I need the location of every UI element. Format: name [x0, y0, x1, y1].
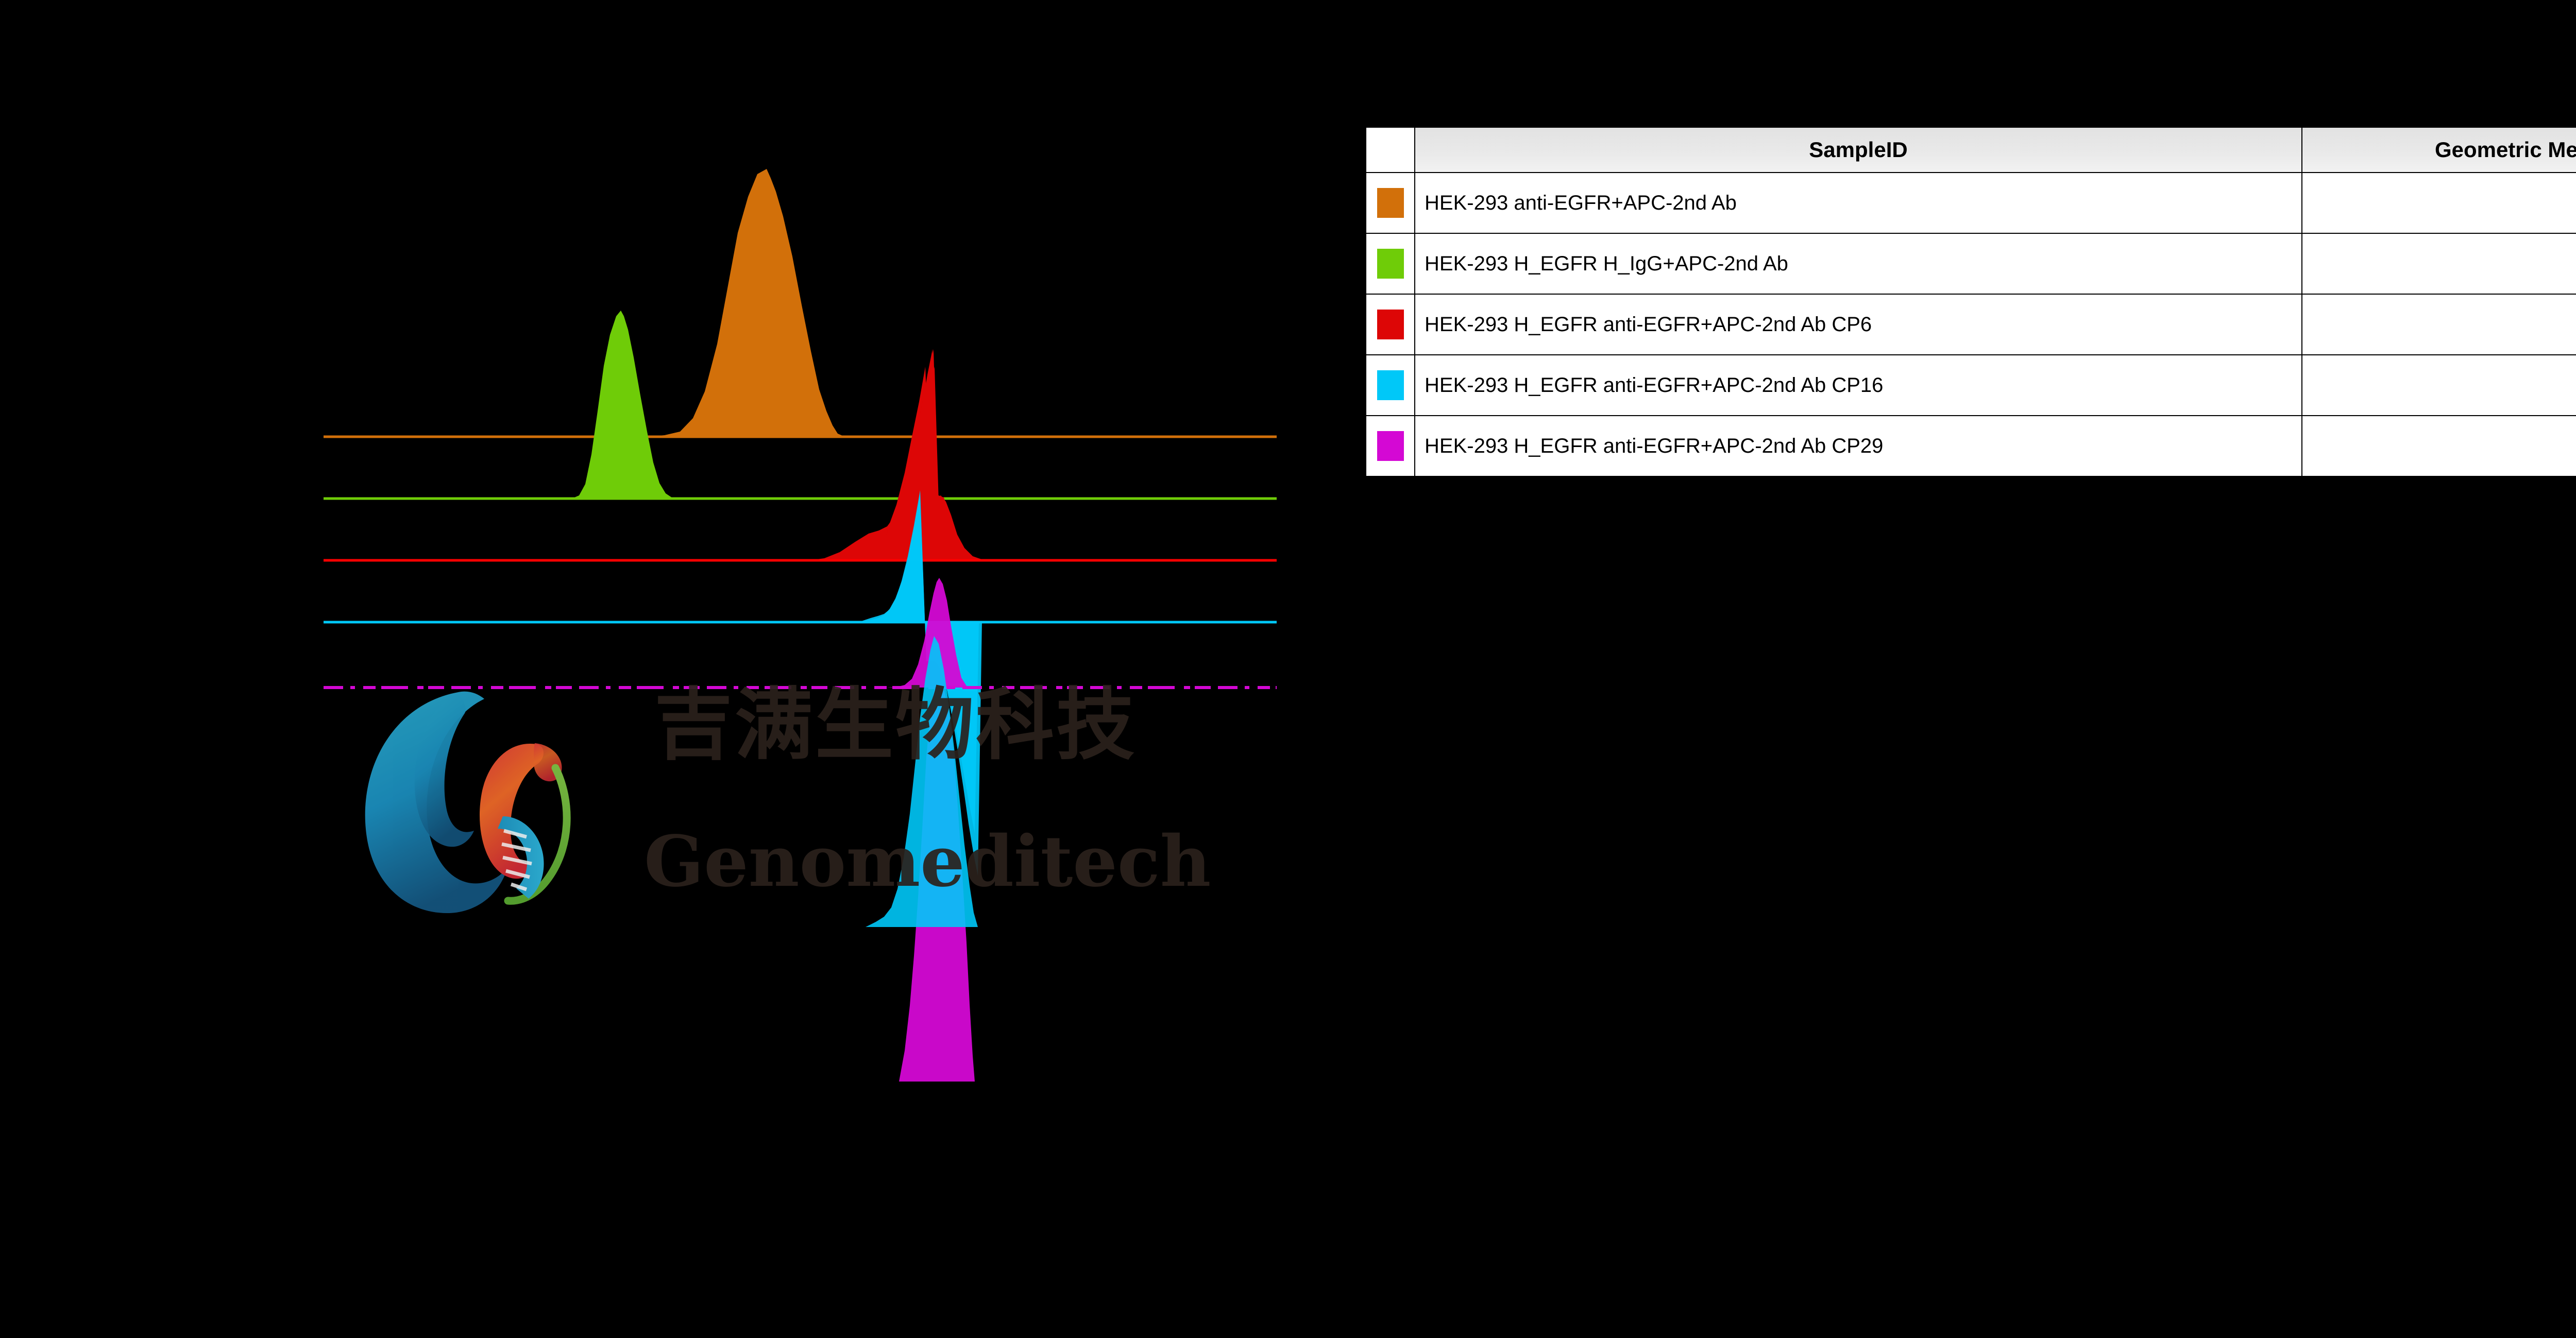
table-row[interactable]: HEK-293 H_EGFR anti-EGFR+APC-2nd Ab CP29… [1365, 415, 2576, 477]
statistics-table-container: SampleID Geometric Mean : FL11-H HEK-293… [1364, 125, 2576, 478]
row-color-swatch-cell [1365, 172, 1415, 234]
header-geometric-mean[interactable]: Geometric Mean : FL11-H [2301, 127, 2576, 173]
color-swatch-icon [1377, 310, 1404, 339]
color-swatch-icon [1377, 188, 1404, 218]
color-swatch-icon [1377, 431, 1404, 461]
row-color-swatch-cell [1365, 354, 1415, 416]
series-orange [324, 169, 1277, 438]
row-sample-id: HEK-293 anti-EGFR+APC-2nd Ab [1414, 172, 2302, 234]
row-color-swatch-cell [1365, 415, 1415, 477]
series-magenta-silhouette [324, 578, 1277, 688]
series-cyan-area [324, 490, 1277, 876]
histogram-svg [324, 169, 1277, 1082]
table-row[interactable]: HEK-293 H_EGFR anti-EGFR+APC-2nd Ab CP6 … [1365, 294, 2576, 355]
row-geometric-mean: 9.21E5 [2301, 354, 2576, 416]
table-body: HEK-293 anti-EGFR+APC-2nd Ab 58544 HEK-2… [1365, 172, 2576, 477]
table-header-row: SampleID Geometric Mean : FL11-H [1365, 127, 2576, 173]
row-color-swatch-cell [1365, 294, 1415, 355]
color-swatch-icon [1377, 370, 1404, 400]
row-geometric-mean: 1232 [2301, 233, 2576, 295]
row-geometric-mean: 58544 [2301, 172, 2576, 234]
series-cyan [324, 490, 1277, 876]
series-red [324, 349, 1277, 562]
row-sample-id: HEK-293 H_EGFR H_IgG+APC-2nd Ab [1414, 233, 2302, 295]
table-row[interactable]: HEK-293 H_EGFR anti-EGFR+APC-2nd Ab CP16… [1365, 354, 2576, 416]
series-cyan-tail-area [866, 636, 978, 927]
color-swatch-icon [1377, 249, 1404, 279]
row-geometric-mean: 1.05E6 [2301, 415, 2576, 477]
series-cyan-tail [866, 636, 978, 927]
series-cyan-silhouette [324, 494, 1277, 833]
statistics-table: SampleID Geometric Mean : FL11-H HEK-293… [1365, 127, 2576, 477]
row-sample-id: HEK-293 H_EGFR anti-EGFR+APC-2nd Ab CP16 [1414, 354, 2302, 416]
row-geometric-mean: 1.02E6 [2301, 294, 2576, 355]
row-color-swatch-cell [1365, 233, 1415, 295]
flow-cytometry-histogram [0, 0, 1319, 1185]
header-color-swatch [1365, 127, 1415, 173]
header-sample-id[interactable]: SampleID [1414, 127, 2302, 173]
series-magenta [324, 578, 1277, 689]
table-row[interactable]: HEK-293 H_EGFR H_IgG+APC-2nd Ab 1232 [1365, 233, 2576, 295]
row-sample-id: HEK-293 H_EGFR anti-EGFR+APC-2nd Ab CP6 [1414, 294, 2302, 355]
table-row[interactable]: HEK-293 anti-EGFR+APC-2nd Ab 58544 [1365, 172, 2576, 234]
row-sample-id: HEK-293 H_EGFR anti-EGFR+APC-2nd Ab CP29 [1414, 415, 2302, 477]
series-green [324, 311, 1277, 500]
series-orange-area [324, 169, 1277, 437]
